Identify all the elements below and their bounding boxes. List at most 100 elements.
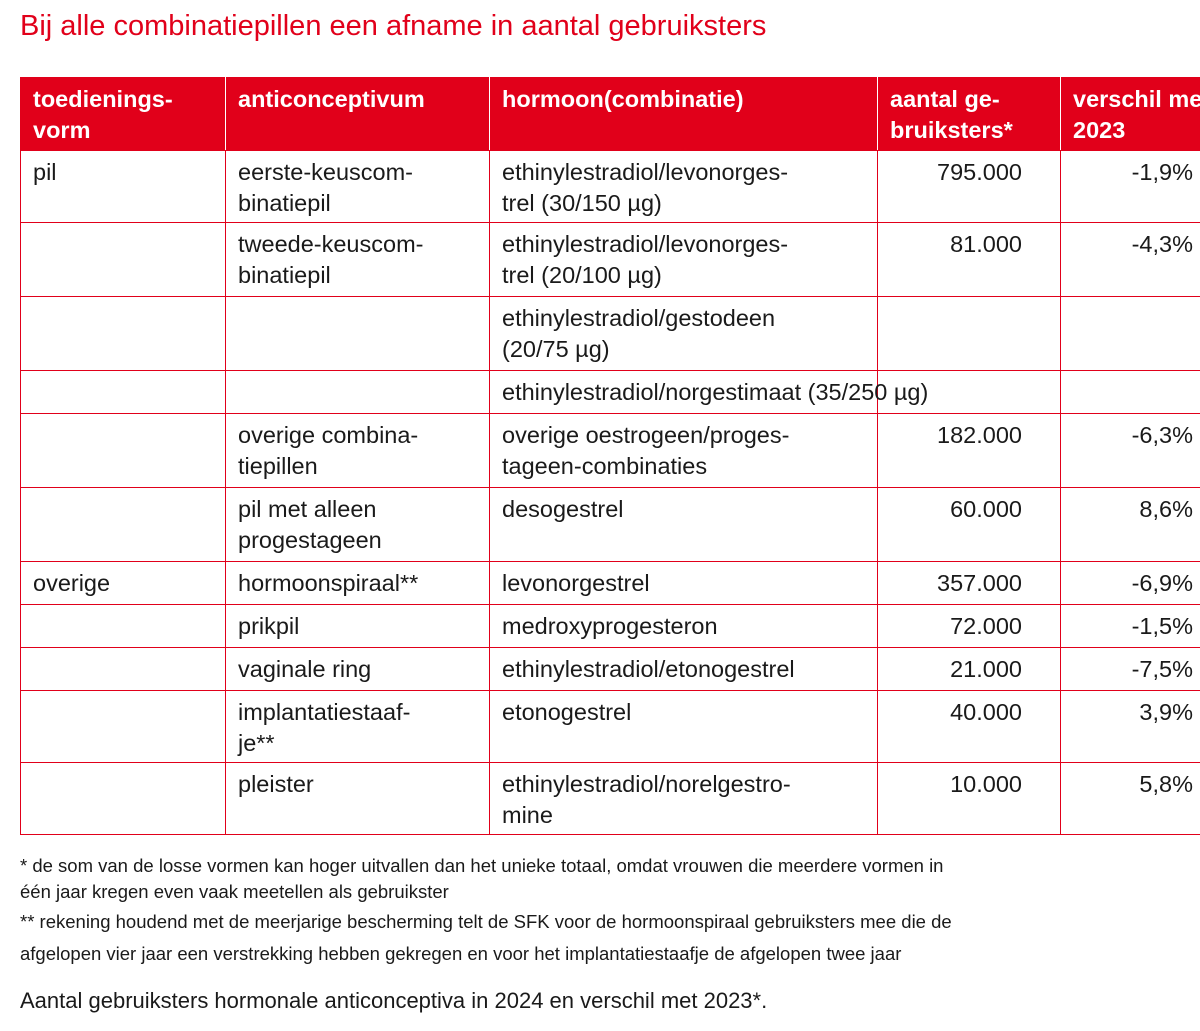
table-cell: ethinylestradiol/etonogestrel (489, 647, 878, 691)
header-text: bruiksters* (890, 117, 1013, 143)
cell-text: 8,6% (1139, 496, 1193, 522)
table-cell: prikpil (225, 604, 490, 648)
table: toedienings-vorm anticonceptivum hormoon(c… (20, 76, 1200, 835)
table-cell: implantatiestaaf-je** (225, 690, 490, 763)
table-cell: 40.000 (877, 690, 1061, 763)
cell-text: 72.000 (950, 613, 1022, 639)
cell-text: levonorgestrel (502, 570, 650, 596)
header-text: aantal ge- (890, 86, 1000, 112)
cell-text: binatiepil (238, 262, 331, 288)
table-cell: overige combina-tiepillen (225, 413, 490, 488)
table-cell (225, 370, 490, 414)
table-cell (20, 690, 226, 763)
header-text: toedienings- (33, 86, 173, 112)
header-row: toedienings-vorm anticonceptivum hormoon(c… (20, 76, 1200, 151)
table-cell: etonogestrel (489, 690, 878, 763)
table-cell (20, 222, 226, 297)
cell-text: -1,5% (1131, 613, 1193, 639)
header-cell: toedienings-vorm (20, 76, 226, 151)
cell-text: overige oestrogeen/proges- (502, 422, 790, 448)
cell-text: prikpil (238, 613, 300, 639)
cell-text: tweede-keuscom- (238, 231, 424, 257)
cell-text: desogestrel (502, 496, 624, 522)
table-row: pil eerste-keuscom-binatiepil ethinylestra… (20, 150, 1200, 223)
table-cell: -6,9% (1060, 561, 1200, 605)
table-cell: desogestrel (489, 487, 878, 562)
table-cell: overige oestrogeen/proges-tageen-combina… (489, 413, 878, 488)
table-cell (20, 604, 226, 648)
cell-text: 40.000 (950, 699, 1022, 725)
cell-text: ethinylestradiol/norgestimaat (35/250 µg… (502, 379, 929, 405)
cell-text: pleister (238, 771, 314, 797)
table-cell: 60.000 (877, 487, 1061, 562)
table-cell: levonorgestrel (489, 561, 878, 605)
table-cell: pleister (225, 762, 490, 835)
table-row: implantatiestaaf-je** etonogestrel 40.000 3… (20, 690, 1200, 763)
cell-text: 182.000 (937, 422, 1022, 448)
cell-text: je** (238, 730, 275, 756)
table-cell: hormoonspiraal** (225, 561, 490, 605)
cell-text: tageen-combinaties (502, 453, 708, 479)
header-cell: hormoon(combinatie) (489, 76, 878, 151)
cell-text: vaginale ring (238, 656, 372, 682)
cell-text: 357.000 (937, 570, 1022, 596)
header-cell: anticonceptivum (225, 76, 490, 151)
footnote: één jaar kregen even vaak meetellen als … (20, 881, 449, 902)
header-text: verschil met (1073, 86, 1200, 112)
table-cell: 795.000 (877, 150, 1061, 223)
table-cell (1060, 296, 1200, 371)
header-cell: verschil met 2023 (1060, 76, 1200, 151)
table-cell: 5,8% (1060, 762, 1200, 835)
cell-text: -7,5% (1131, 656, 1193, 682)
cell-text: pil met alleen (238, 496, 377, 522)
table-row: ethinylestradiol/norgestimaat (35/250 µg… (20, 370, 1200, 414)
table-cell: 72.000 (877, 604, 1061, 648)
cell-text: pil (33, 159, 57, 185)
table-cell: 21.000 (877, 647, 1061, 691)
cell-text: 81.000 (950, 231, 1022, 257)
table-cell: 182.000 (877, 413, 1061, 488)
cell-text: ethinylestradiol/etonogestrel (502, 656, 795, 682)
caption: Aantal gebruiksters hormonale anticoncep… (20, 988, 768, 1013)
table-cell: ethinylestradiol/norgestimaat (35/250 µg… (489, 370, 929, 414)
table-cell: medroxyprogesteron (489, 604, 878, 648)
table-cell: -6,3% (1060, 413, 1200, 488)
cell-text: (20/75 µg) (502, 336, 610, 362)
cell-text: etonogestrel (502, 699, 632, 725)
cell-text: ethinylestradiol/levonorges- (502, 231, 789, 257)
table-cell (877, 296, 1061, 371)
cell-text: overige combina- (238, 422, 419, 448)
cell-text: -4,3% (1131, 231, 1193, 257)
cell-text: eerste-keuscom- (238, 159, 413, 185)
table-row: ethinylestradiol/gestodeen (20/75 µg) (20, 296, 1200, 371)
table-cell: ethinylestradiol/norelgestro-mine (489, 762, 878, 835)
cell-text: implantatiestaaf- (238, 699, 411, 725)
table-cell (1060, 370, 1200, 414)
table-cell: 8,6% (1060, 487, 1200, 562)
footnote: ** rekening houdend met de meerjarige be… (20, 911, 952, 932)
table-cell: ethinylestradiol/levonorges-trel (20/100… (489, 222, 878, 297)
header-cell: aantal ge-bruiksters* (877, 76, 1061, 151)
table-cell: pil (20, 150, 226, 223)
table-cell (20, 487, 226, 562)
table-row: overige combina-tiepillen overige oestrog… (20, 413, 1200, 488)
table-row: pleister ethinylestradiol/norelgestro-min… (20, 762, 1200, 835)
table-row: vaginale ring ethinylestradiol/etonogestr… (20, 647, 1200, 691)
table-cell: vaginale ring (225, 647, 490, 691)
cell-text: trel (20/100 µg) (502, 262, 662, 288)
table-row: prikpil medroxyprogesteron 72.000 -1,5% (20, 604, 1200, 648)
cell-text: tiepillen (238, 453, 318, 479)
footnote: afgelopen vier jaar een verstrekking heb… (20, 943, 902, 964)
cell-text: 21.000 (950, 656, 1022, 682)
cell-text: 60.000 (950, 496, 1022, 522)
cell-text: 10.000 (950, 771, 1022, 797)
cell-text: ethinylestradiol/norelgestro- (502, 771, 791, 797)
header-text: 2023 (1073, 117, 1126, 143)
cell-text: binatiepil (238, 190, 331, 216)
table-cell: 10.000 (877, 762, 1061, 835)
header-text: anticonceptivum (238, 86, 425, 112)
table-cell: ethinylestradiol/gestodeen (20/75 µg) (489, 296, 878, 371)
cell-text: ethinylestradiol/gestodeen (502, 305, 776, 331)
cell-text: ethinylestradiol/levonorges- (502, 159, 789, 185)
cell-text: hormoonspiraal** (238, 570, 419, 596)
